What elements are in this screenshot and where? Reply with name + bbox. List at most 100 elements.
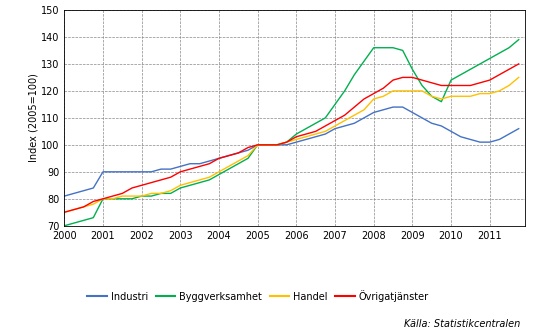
Line: Industri: Industri xyxy=(64,107,519,196)
Handel xyxy=(197,178,203,182)
Handel xyxy=(419,89,425,93)
Byggverksamhet xyxy=(293,132,300,136)
Övrigatjänster xyxy=(148,181,154,185)
Byggverksamhet xyxy=(167,191,174,195)
Byggverksamhet xyxy=(322,116,329,120)
Byggverksamhet xyxy=(109,197,116,201)
Byggverksamhet xyxy=(390,46,396,50)
Industri xyxy=(167,167,174,171)
Handel xyxy=(506,83,512,87)
Handel xyxy=(187,181,193,185)
Handel xyxy=(80,205,87,209)
Industri xyxy=(332,126,338,130)
Handel xyxy=(245,154,251,158)
Byggverksamhet xyxy=(467,67,474,71)
Handel xyxy=(100,197,106,201)
Industri xyxy=(428,121,435,125)
Övrigatjänster xyxy=(245,145,251,149)
Handel xyxy=(332,124,338,128)
Handel xyxy=(477,92,483,96)
Byggverksamhet xyxy=(351,73,358,77)
Handel xyxy=(341,119,348,123)
Handel xyxy=(312,132,319,136)
Industri xyxy=(419,116,425,120)
Övrigatjänster xyxy=(380,86,386,90)
Industri xyxy=(80,189,87,193)
Industri xyxy=(129,170,135,174)
Industri xyxy=(100,170,106,174)
Byggverksamhet xyxy=(448,78,454,82)
Industri xyxy=(303,137,309,141)
Övrigatjänster xyxy=(80,205,87,209)
Handel xyxy=(109,197,116,201)
Övrigatjänster xyxy=(409,75,415,79)
Byggverksamhet xyxy=(61,224,68,228)
Byggverksamhet xyxy=(235,162,242,166)
Handel xyxy=(284,140,290,144)
Handel xyxy=(303,135,309,139)
Industri xyxy=(477,140,483,144)
Övrigatjänster xyxy=(71,208,77,211)
Byggverksamhet xyxy=(419,83,425,87)
Övrigatjänster xyxy=(351,105,358,109)
Byggverksamhet xyxy=(496,51,503,55)
Industri xyxy=(322,132,329,136)
Övrigatjänster xyxy=(129,186,135,190)
Byggverksamhet xyxy=(90,216,96,220)
Handel xyxy=(361,108,367,112)
Text: Källa: Statistikcentralen: Källa: Statistikcentralen xyxy=(404,319,520,329)
Industri xyxy=(216,156,222,160)
Handel xyxy=(129,194,135,198)
Handel xyxy=(293,137,300,141)
Industri xyxy=(293,140,300,144)
Industri xyxy=(90,186,96,190)
Övrigatjänster xyxy=(477,81,483,85)
Övrigatjänster xyxy=(341,113,348,117)
Övrigatjänster xyxy=(293,135,300,139)
Byggverksamhet xyxy=(80,218,87,222)
Industri xyxy=(158,167,164,171)
Byggverksamhet xyxy=(274,143,280,147)
Övrigatjänster xyxy=(158,178,164,182)
Handel xyxy=(61,210,68,214)
Byggverksamhet xyxy=(100,197,106,201)
Byggverksamhet xyxy=(119,197,125,201)
Övrigatjänster xyxy=(90,200,96,204)
Övrigatjänster xyxy=(226,154,232,158)
Övrigatjänster xyxy=(390,78,396,82)
Industri xyxy=(390,105,396,109)
Övrigatjänster xyxy=(496,73,503,77)
Line: Handel: Handel xyxy=(64,77,519,212)
Handel xyxy=(235,159,242,163)
Övrigatjänster xyxy=(506,67,512,71)
Övrigatjänster xyxy=(284,140,290,144)
Handel xyxy=(428,94,435,98)
Övrigatjänster xyxy=(177,170,183,174)
Handel xyxy=(206,175,213,179)
Industri xyxy=(380,108,386,112)
Byggverksamhet xyxy=(226,167,232,171)
Handel xyxy=(458,94,464,98)
Övrigatjänster xyxy=(322,124,329,128)
Industri xyxy=(235,151,242,155)
Övrigatjänster xyxy=(312,129,319,133)
Övrigatjänster xyxy=(487,78,493,82)
Industri xyxy=(458,135,464,139)
Övrigatjänster xyxy=(61,210,68,214)
Övrigatjänster xyxy=(467,83,474,87)
Övrigatjänster xyxy=(235,151,242,155)
Övrigatjänster xyxy=(448,83,454,87)
Byggverksamhet xyxy=(428,94,435,98)
Handel xyxy=(322,129,329,133)
Handel xyxy=(255,143,261,147)
Övrigatjänster xyxy=(419,78,425,82)
Byggverksamhet xyxy=(341,89,348,93)
Handel xyxy=(399,89,406,93)
Byggverksamhet xyxy=(129,197,135,201)
Handel xyxy=(158,191,164,195)
Byggverksamhet xyxy=(312,121,319,125)
Byggverksamhet xyxy=(370,46,377,50)
Handel xyxy=(409,89,415,93)
Handel xyxy=(138,194,145,198)
Byggverksamhet xyxy=(177,186,183,190)
